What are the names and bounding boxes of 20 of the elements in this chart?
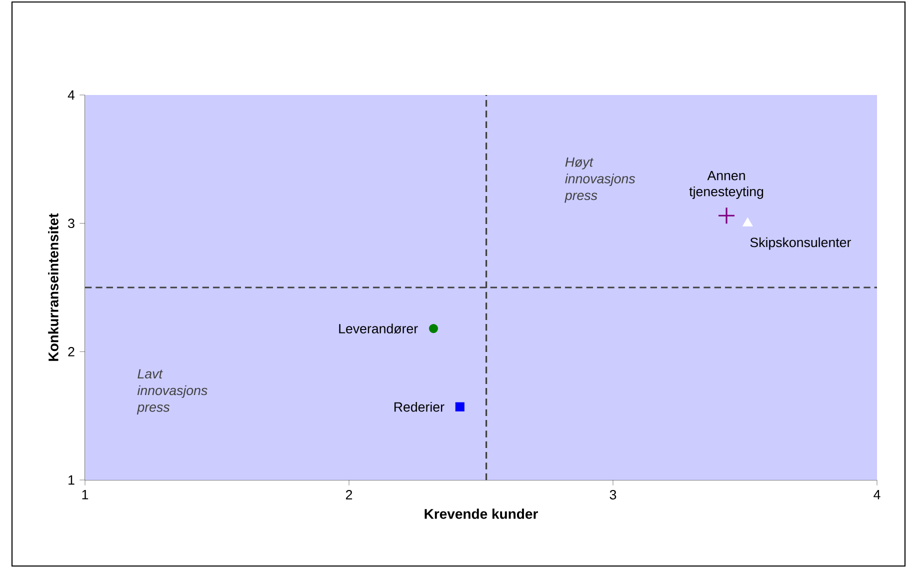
annotation: Høyt innovasjons press	[564, 157, 636, 203]
series-label: Skipskonsulenter	[750, 237, 851, 250]
x-tick-label: 2	[346, 490, 352, 500]
point	[742, 217, 753, 226]
series-label: Annen tjenesteyting	[689, 170, 764, 199]
x-tick-label: 4	[874, 490, 880, 500]
series-label: Rederier	[394, 402, 444, 412]
series-label: Leverandører	[339, 324, 418, 334]
x-tick-label: 1	[82, 490, 88, 500]
point	[455, 402, 464, 412]
x-axis-title: Krevende kunder	[424, 508, 538, 519]
x-tick-label: 3	[610, 490, 616, 500]
y-tick-label: 2	[68, 347, 74, 356]
point	[718, 206, 736, 224]
y-tick-label: 4	[68, 90, 75, 100]
y-tick-label: 3	[68, 218, 74, 228]
annotation: Lavt innovasjons press	[136, 369, 208, 414]
y-tick-label: 1	[68, 475, 74, 485]
y-axis-title: Konkurranseintensitet	[48, 213, 58, 361]
point	[428, 324, 438, 334]
